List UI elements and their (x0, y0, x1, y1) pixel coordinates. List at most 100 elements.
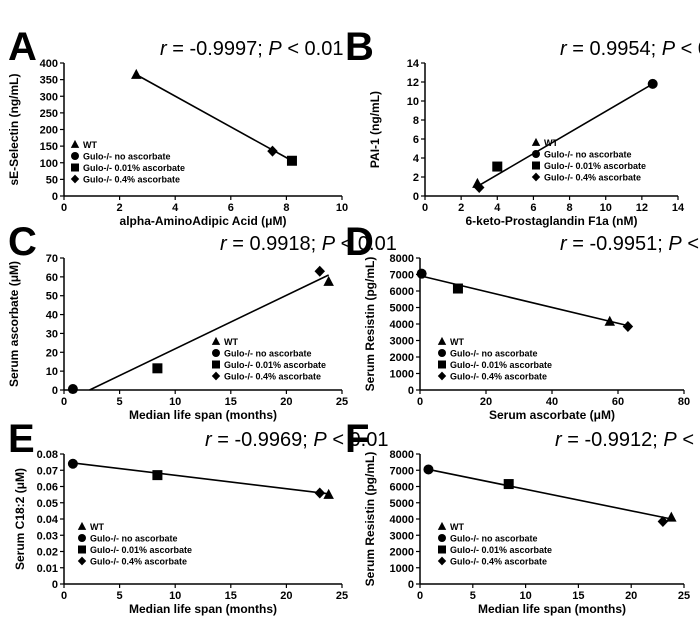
x-tick-label: 4 (172, 202, 179, 214)
y-tick-label: 350 (40, 75, 58, 87)
correlation-stat: r = 0.9918; P < 0.01 (220, 233, 397, 255)
legend-label: Gulo-/- 0.01% ascorbate (450, 360, 552, 370)
y-tick-label: 0.04 (37, 514, 59, 526)
panel-letter: B (345, 25, 374, 69)
y-tick-label: 0.06 (37, 482, 58, 494)
legend-marker-circle (78, 534, 86, 542)
panel-letter: E (8, 417, 35, 461)
stat-r-label: r (220, 233, 228, 255)
legend-marker-square (71, 163, 79, 172)
y-tick-label: 5000 (390, 498, 414, 510)
y-axis-label: Serum C18:2 (μM) (13, 468, 27, 570)
y-tick-label: 200 (40, 125, 58, 137)
x-tick-label: 0 (61, 202, 67, 214)
y-tick-label: 4000 (390, 514, 414, 526)
stat-p-label: P (322, 233, 336, 255)
legend-marker-diamond (531, 172, 541, 182)
y-tick-label: 400 (40, 58, 58, 70)
stat-p-value: < 0.01 (675, 38, 700, 60)
x-tick-label: 0 (417, 590, 423, 602)
regression-line (475, 83, 654, 189)
x-tick-label: 15 (225, 590, 237, 602)
legend-marker-diamond (77, 556, 87, 566)
legend-label: Gulo-/- no ascorbate (450, 534, 538, 544)
y-tick-label: 20 (46, 347, 58, 359)
x-tick-label: 6 (228, 202, 234, 214)
stat-p-label: P (668, 233, 682, 255)
stat-r-label: r (555, 429, 563, 451)
panel-b: Br = 0.9954; P < 0.01 0 2 4 6 8 10 12 14 0 2 4 6 8 10 1… (345, 25, 700, 228)
y-tick-label: 40 (46, 310, 58, 322)
legend-label: Gulo-/- 0.01% ascorbate (83, 163, 185, 173)
x-tick-label: 12 (636, 202, 648, 214)
correlation-stat: r = -0.9997; P < 0.01 (160, 38, 343, 60)
x-axis-label: alpha-AminoAdipic Acid (μM) (120, 214, 287, 228)
x-tick-label: 5 (117, 590, 123, 602)
x-tick-label: 5 (117, 396, 123, 408)
panel-d: Dr = -0.9951; P < 0.01 0 1000 2000 3000 4000 5… (345, 220, 700, 422)
y-tick-label: 0 (408, 385, 414, 397)
regression-line (428, 468, 672, 520)
stat-p-label: P (662, 38, 676, 60)
data-point-triangle (323, 275, 334, 286)
x-tick-label: 0 (61, 590, 67, 602)
correlation-stat: r = -0.9969; P < 0.01 (205, 429, 388, 451)
x-tick-label: 60 (612, 396, 624, 408)
x-tick-label: 10 (169, 590, 181, 602)
legend-marker-circle (438, 349, 446, 357)
y-tick-label: 0 (52, 385, 58, 397)
y-tick-label: 6000 (390, 482, 414, 494)
stat-p-value: < 0.01 (677, 429, 700, 451)
y-axis-label: PAI-1 (ng/mL) (368, 91, 382, 168)
legend-marker-triangle (70, 139, 80, 148)
y-tick-label: 150 (40, 141, 58, 153)
y-tick-label: 3000 (390, 336, 414, 348)
y-tick-label: 100 (40, 158, 58, 170)
legend-marker-triangle (531, 137, 541, 146)
x-tick-label: 10 (600, 202, 612, 214)
y-tick-label: 3000 (390, 530, 414, 542)
x-tick-label: 0 (61, 396, 67, 408)
panel-letter: D (345, 220, 374, 264)
data-point-triangle (666, 511, 677, 522)
x-axis-label: Median life span (months) (478, 602, 626, 616)
correlation-stat: r = 0.9954; P < 0.01 (560, 38, 700, 60)
x-tick-label: 0 (417, 396, 423, 408)
x-tick-label: 10 (169, 396, 181, 408)
x-tick-label: 25 (336, 396, 348, 408)
legend-marker-square (438, 545, 446, 554)
legend-marker-diamond (437, 556, 447, 566)
x-tick-label: 80 (678, 396, 690, 408)
data-point-triangle (131, 68, 142, 79)
legend-marker-circle (532, 150, 540, 158)
y-tick-label: 250 (40, 108, 58, 120)
stat-r-label: r (560, 38, 568, 60)
y-tick-label: 0.02 (37, 547, 58, 559)
y-tick-label: 1000 (390, 563, 414, 575)
data-point-diamond (622, 320, 634, 332)
regression-line (89, 274, 330, 391)
legend-marker-circle (438, 534, 446, 542)
data-point-circle (67, 458, 78, 469)
y-tick-label: 8000 (390, 253, 414, 265)
legend-label: Gulo-/- no ascorbate (83, 152, 171, 162)
x-axis-label: 6-keto-Prostaglandin F1a (nM) (465, 214, 637, 228)
panel-f: Fr = -0.9912; P < 0.01 0 1000 2000 3000 4000 5… (345, 417, 700, 616)
y-axis-label: Serum Resistin (pg/mL) (363, 452, 377, 587)
y-tick-label: 7000 (390, 465, 414, 477)
legend-marker-square (438, 360, 446, 369)
data-point-square (152, 470, 163, 481)
data-point-square (152, 363, 163, 374)
legend-marker-circle (212, 349, 220, 357)
panel-letter: A (8, 25, 37, 69)
x-tick-label: 20 (280, 396, 292, 408)
stat-p-label: P (663, 429, 677, 451)
regression-line (421, 275, 629, 327)
data-point-diamond (473, 181, 485, 193)
data-point-circle (67, 384, 78, 395)
